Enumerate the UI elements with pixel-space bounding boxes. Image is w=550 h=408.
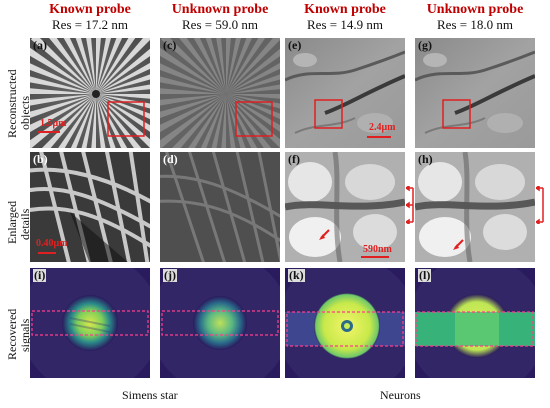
panel-label: (f): [288, 152, 300, 166]
panel-label: (g): [418, 38, 432, 52]
column-header-1: Known probe Res = 17.2 nm: [30, 2, 150, 32]
column-resolution: Res = 59.0 nm: [182, 17, 258, 32]
panel-label: (e): [288, 38, 302, 52]
roi-box: [314, 99, 343, 129]
panel-d-enlarged-unknown: (d): [160, 152, 280, 262]
panel-g-neuron-unknown: (g): [415, 38, 535, 148]
column-header-4: Unknown probe Res = 18.0 nm: [415, 2, 535, 32]
panel-label: (d): [163, 152, 178, 166]
column-resolution: Res = 17.2 nm: [52, 17, 128, 32]
column-header-2: Unknown probe Res = 59.0 nm: [160, 2, 280, 32]
column-title: Known probe: [49, 2, 131, 17]
panel-a-siemens-star-known: (a) 1.5μm: [30, 38, 150, 148]
scale-bar-label: 0.40μm: [36, 238, 68, 249]
panel-i-recovered-signal-known: (i): [30, 268, 150, 378]
panel-label: (h): [418, 152, 433, 166]
roi-box: [235, 101, 273, 137]
column-resolution: Res = 18.0 nm: [437, 17, 513, 32]
panel-label: (j): [163, 268, 177, 282]
panel-k-recovered-signal-known: (k): [285, 268, 405, 378]
panel-j-recovered-signal-unknown: (j): [160, 268, 280, 378]
column-title: Unknown probe: [171, 2, 269, 17]
caption-neurons: Neurons: [380, 388, 421, 402]
row-label-recovered: Recovered signals: [5, 268, 32, 378]
panel-e-neuron-known: (e) 2.4μm: [285, 38, 405, 148]
panel-f-enlarged-known: (f) 590nm: [285, 152, 405, 262]
column-header-3: Known probe Res = 14.9 nm: [285, 2, 405, 32]
panel-label: (a): [33, 38, 47, 52]
column-title: Unknown probe: [426, 2, 524, 17]
bracket-arrows-f: [406, 186, 414, 224]
caption-simens-star: Simens star: [122, 388, 178, 402]
roi-box: [107, 101, 145, 137]
panel-label: (b): [33, 152, 48, 166]
column-title: Known probe: [304, 2, 386, 17]
column-resolution: Res = 14.9 nm: [307, 17, 383, 32]
scale-bar-label: 590nm: [363, 244, 392, 255]
row-label-reconstructed: Reconstructed objects: [5, 38, 32, 148]
bracket-arrows-h: [536, 186, 544, 224]
scale-bar-label: 2.4μm: [369, 122, 396, 133]
roi-box: [442, 99, 471, 129]
panel-b-enlarged-known: (b) 0.40μm: [30, 152, 150, 262]
panel-l-recovered-signal-unknown: (l): [415, 268, 535, 378]
panel-label: (k): [288, 268, 305, 282]
scale-bar-label: 1.5μm: [40, 118, 67, 129]
panel-label: (c): [163, 38, 177, 52]
panel-c-siemens-star-unknown: (c): [160, 38, 280, 148]
row-label-enlarged: Enlarged details: [5, 152, 32, 262]
panel-label: (l): [418, 268, 432, 282]
panel-label: (i): [33, 268, 47, 282]
panel-h-enlarged-unknown: (h): [415, 152, 535, 262]
